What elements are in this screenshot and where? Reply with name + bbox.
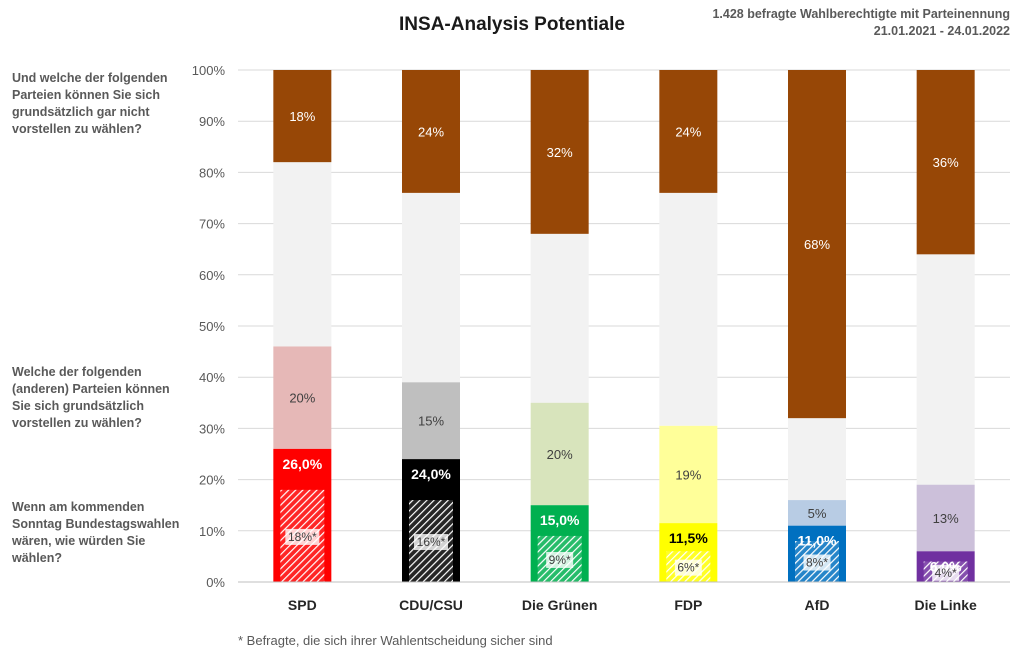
y-tick-label: 30% [199,421,225,436]
potential-data-label: 13% [933,511,959,526]
sure-data-label: 18%* [288,530,317,544]
bar-rest-segment [273,162,332,347]
sure-label-bg [674,559,702,576]
never-data-label: 24% [418,124,444,139]
question-could: Welche der folgenden (anderen) Parteien … [12,365,170,430]
chart-info: 1.428 befragte Wahlberechtigte mit Parte… [712,6,1010,40]
y-tick-label: 10% [199,524,225,539]
potential-data-label: 5% [808,506,827,521]
bar-never-segment [273,70,332,163]
bar-potential-segment [659,425,718,524]
bar-rest-segment [916,254,975,485]
vote-data-label: 15,0% [540,512,580,528]
bar-potential-segment [273,346,332,449]
x-tick-label: SPD [288,597,317,613]
vote-data-label: 11,0% [798,533,837,549]
chart-title: INSA-Analysis Potentiale [399,14,625,35]
potential-data-label: 20% [547,447,573,462]
x-tick-label: CDU/CSU [399,597,463,613]
potential-data-label: 20% [289,391,315,406]
sure-label-bg [285,528,320,545]
never-data-label: 36% [933,155,959,170]
x-tick-label: AfD [805,597,830,613]
y-tick-label: 50% [199,319,225,334]
info-dates: 21.01.2021 - 24.01.2022 [873,24,1010,38]
info-sample: 1.428 befragte Wahlberechtigte mit Parte… [712,7,1010,21]
sure-label-bg [803,554,831,571]
y-tick-label: 70% [199,217,225,232]
bar-never-segment [530,70,589,234]
sure-data-label: 8%* [806,556,828,570]
bar-rest-segment [659,192,718,426]
question-never: Und welche der folgenden Parteien können… [12,71,168,136]
y-tick-label: 100% [192,63,226,78]
potential-data-label: 15% [418,414,444,429]
never-data-label: 24% [675,124,701,139]
bar-potential-segment [916,484,975,552]
sure-data-label: 9%* [549,553,571,567]
y-tick-label: 0% [206,575,225,590]
vote-data-label: 11,5% [669,530,708,546]
bar-potential-segment [530,402,589,506]
sure-data-label: 4%* [935,566,957,580]
y-tick-label: 60% [199,268,225,283]
x-tick-label: Die Linke [915,597,977,613]
sure-label-bg [932,564,960,581]
y-tick-label: 90% [199,114,225,129]
bar-rest-segment [530,233,589,403]
footnote: * Befragte, die sich ihrer Wahlentscheid… [238,633,553,648]
sure-data-label: 6%* [677,561,699,575]
x-tick-label: Die Grünen [522,597,597,613]
sure-label-bg [414,534,448,551]
y-tick-label: 20% [199,473,225,488]
y-tick-label: 40% [199,370,225,385]
bar-potential-segment [402,382,460,460]
x-tick-label: FDP [674,597,702,613]
bar-never-segment [788,70,846,419]
vote-data-label: 26,0% [282,456,322,472]
sure-data-label: 16%* [417,535,446,549]
bar-rest-segment [402,192,460,383]
potential-data-label: 19% [675,467,701,482]
question-vote: Wenn am kommenden Sonntag Bundestagswahl… [12,500,180,565]
sure-label-bg [546,551,574,568]
bar-rest-segment [788,418,846,501]
bar-never-segment [916,70,975,255]
vote-data-label: 24,0% [411,466,451,482]
never-data-label: 68% [804,237,830,252]
bar-never-segment [659,70,718,193]
never-data-label: 32% [547,145,573,160]
y-tick-label: 80% [199,165,225,180]
bar-never-segment [402,70,460,193]
never-data-label: 18% [289,109,315,124]
bar-potential-segment [788,500,846,526]
